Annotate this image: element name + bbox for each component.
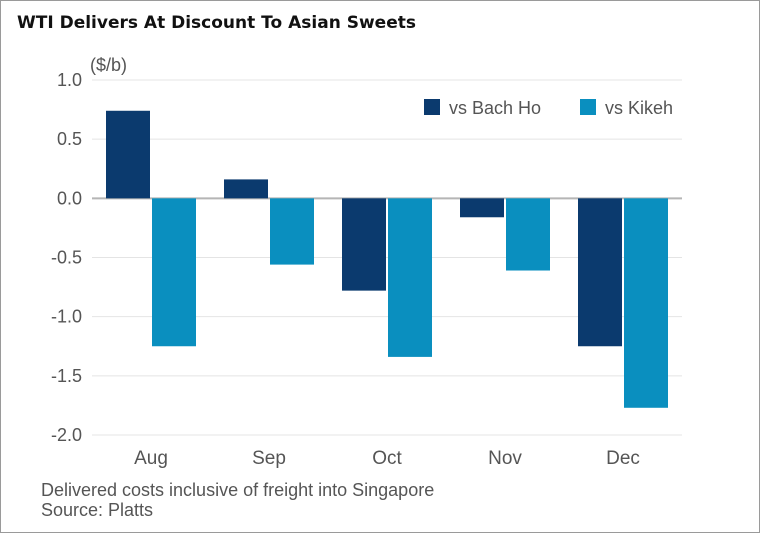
x-tick-label: Nov [488,448,522,469]
x-tick-labels: Aug Sep Oct Nov Dec [134,448,640,469]
bar-dec-series-1 [578,198,622,347]
bar-oct-series-2 [388,198,432,357]
bar-aug-series-2 [152,198,196,347]
legend-label: vs Kikeh [605,98,673,118]
bar-oct-series-1 [342,198,386,291]
bar-dec-series-2 [624,198,668,408]
y-tick-label: 1.0 [57,70,82,90]
y-axis-label: ($/b) [90,55,127,75]
legend-swatch [424,99,440,115]
x-tick-label: Aug [134,448,168,469]
x-tick-label: Oct [372,448,402,469]
footnote-line-1: Delivered costs inclusive of freight int… [41,480,435,500]
bar-sep-series-2 [270,198,314,265]
y-tick-label: 0.5 [57,129,82,149]
y-tick-label: -1.0 [51,307,82,327]
bar-nov-series-2 [506,198,550,271]
bar-sep-series-1 [224,179,268,199]
y-tick-labels: 1.0 0.5 0.0 -0.5 -1.0 -1.5 -2.0 [51,70,82,445]
chart-title: WTI Delivers At Discount To Asian Sweets [17,13,416,33]
y-tick-label: -1.5 [51,366,82,386]
bars [106,110,668,408]
bar-nov-series-1 [460,198,504,218]
legend-swatch [580,99,596,115]
x-tick-label: Dec [606,448,640,469]
y-tick-label: -2.0 [51,425,82,445]
legend-label: vs Bach Ho [449,98,541,118]
footnote-source: Source: Platts [41,500,154,520]
x-tick-label: Sep [252,448,286,469]
legend: vs Bach Ho vs Kikeh [424,98,673,118]
y-tick-label: -0.5 [51,248,82,268]
y-tick-label: 0.0 [57,188,82,208]
bar-aug-series-1 [106,110,150,199]
